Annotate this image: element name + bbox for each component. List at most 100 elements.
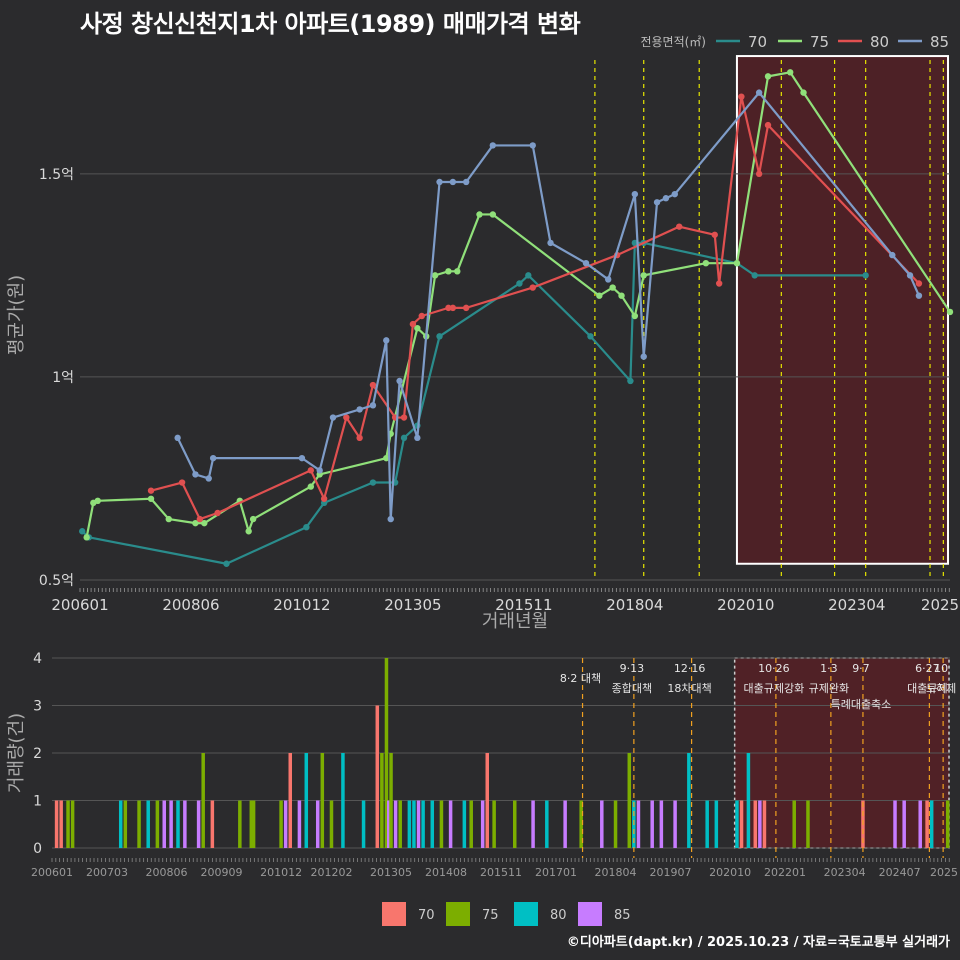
volume-bar-75 — [792, 800, 796, 848]
volume-bar-80 — [687, 753, 691, 848]
volume-bar-75 — [123, 800, 128, 848]
volume-bar-80 — [735, 800, 739, 848]
policy-name-label: 대출규제강화 — [744, 682, 805, 695]
bar-legend-swatch-85 — [578, 902, 602, 926]
policy-date-label: 10·26 — [758, 662, 790, 675]
data-point-85 — [631, 190, 639, 198]
volume-bar-75 — [380, 753, 384, 848]
data-point-85 — [906, 272, 914, 279]
volume-bar-80 — [412, 800, 416, 848]
volume-bar-85 — [169, 800, 173, 848]
volume-bar-80 — [545, 800, 549, 848]
bar-y-tick-label: 1 — [33, 794, 42, 810]
bar-x-tick-label: 202304 — [824, 866, 866, 879]
volume-bar-85 — [758, 800, 762, 848]
data-point-80 — [715, 280, 723, 287]
volume-bar-85 — [162, 800, 166, 848]
volume-bar-70 — [375, 705, 380, 848]
data-point-85 — [582, 260, 590, 267]
data-point-80 — [755, 170, 763, 178]
data-point-85 — [316, 467, 323, 474]
data-point-85 — [915, 292, 923, 299]
data-point-70 — [436, 333, 443, 340]
policy-name-label: 토허제 — [926, 682, 956, 695]
volume-bar-75 — [613, 800, 618, 848]
volume-bar-75 — [279, 800, 283, 848]
volume-bar-75 — [320, 753, 325, 848]
volume-bar-80 — [462, 800, 467, 848]
data-point-80 — [418, 312, 425, 320]
data-point-75 — [733, 260, 741, 267]
data-point-75 — [249, 515, 257, 523]
policy-date-label: 9·7 — [852, 662, 870, 675]
volume-bar-70 — [59, 800, 63, 848]
volume-bar-80 — [714, 800, 719, 848]
data-point-85 — [547, 239, 554, 247]
volume-bar-70 — [753, 800, 758, 848]
bar-y-tick-label: 0 — [33, 841, 42, 857]
data-point-75 — [307, 483, 315, 490]
y-tick-label: 1.5억 — [39, 167, 74, 183]
data-point-70 — [862, 272, 869, 279]
bar-x-tick-label: 201408 — [425, 866, 467, 879]
volume-bar-85 — [196, 800, 201, 848]
data-point-70 — [369, 479, 377, 486]
policy-name-label: 규제완화 — [809, 682, 849, 695]
data-point-75 — [787, 69, 794, 76]
volume-bar-75 — [384, 658, 389, 848]
policy-date-label: 8·2 대책 — [560, 672, 601, 685]
data-point-75 — [596, 292, 603, 299]
bar-legend-label-75: 75 — [482, 908, 499, 923]
data-point-70 — [223, 560, 230, 567]
data-point-85 — [489, 142, 497, 149]
volume-bar-70 — [485, 753, 490, 848]
legend-label-75: 75 — [810, 33, 829, 51]
data-point-80 — [711, 231, 718, 238]
volume-bar-75 — [249, 800, 254, 848]
volume-bar-85 — [480, 800, 485, 848]
bar-legend-label-70: 70 — [418, 908, 435, 923]
volume-bar-75 — [70, 800, 75, 848]
data-point-75 — [445, 268, 452, 275]
price-line-chart: 0.5억 1억 1.5억 200601 200806 201012 201305 201511… — [6, 33, 959, 632]
data-point-70 — [400, 434, 408, 442]
footer-credit: ©디아파트(dapt.kr) / 2025.10.23 / 자료=국토교통부 실… — [566, 935, 950, 950]
data-point-80 — [369, 381, 377, 389]
data-point-70 — [587, 333, 594, 340]
data-point-75 — [631, 312, 639, 320]
bar-x-tick-label: 200601 — [31, 866, 73, 879]
bar-x-tick-label: 201701 — [535, 866, 577, 879]
volume-bar-85 — [183, 800, 187, 848]
volume-bar-85 — [315, 800, 320, 848]
bar-y-axis-label: 거래량(건) — [6, 713, 27, 793]
volume-bar-75 — [329, 800, 334, 848]
volume-bar-75 — [66, 800, 70, 848]
volume-bar-85 — [416, 800, 421, 848]
bar-x-tick-label: 201907 — [650, 866, 692, 879]
data-point-85 — [356, 406, 363, 413]
data-point-75 — [431, 272, 439, 279]
data-point-75 — [489, 211, 497, 218]
bar-x-tick-label: 201305 — [370, 866, 412, 879]
bar-x-tick-label: 201511 — [480, 866, 522, 879]
policy-name-label: 18차대책 — [667, 682, 711, 695]
data-point-85 — [605, 276, 612, 283]
data-point-75 — [245, 528, 252, 535]
data-point-70 — [516, 280, 523, 287]
policy-date-label: 1·3 — [820, 662, 838, 675]
x-tick-label: 202010 — [717, 596, 774, 614]
volume-bar-80 — [705, 800, 709, 848]
bar-legend-swatch-70 — [382, 902, 406, 926]
data-point-75 — [94, 497, 101, 504]
policy-name-label: 특례대출축소 — [831, 698, 892, 711]
x-tick-label: 201012 — [273, 596, 330, 614]
bar-legend-swatch-75 — [446, 902, 470, 926]
data-point-75 — [192, 519, 199, 527]
data-point-75 — [946, 308, 954, 316]
data-point-75 — [764, 73, 772, 80]
data-point-80 — [343, 414, 350, 421]
data-point-70 — [79, 528, 86, 535]
volume-bar-75 — [627, 753, 632, 848]
data-point-85 — [369, 402, 377, 409]
